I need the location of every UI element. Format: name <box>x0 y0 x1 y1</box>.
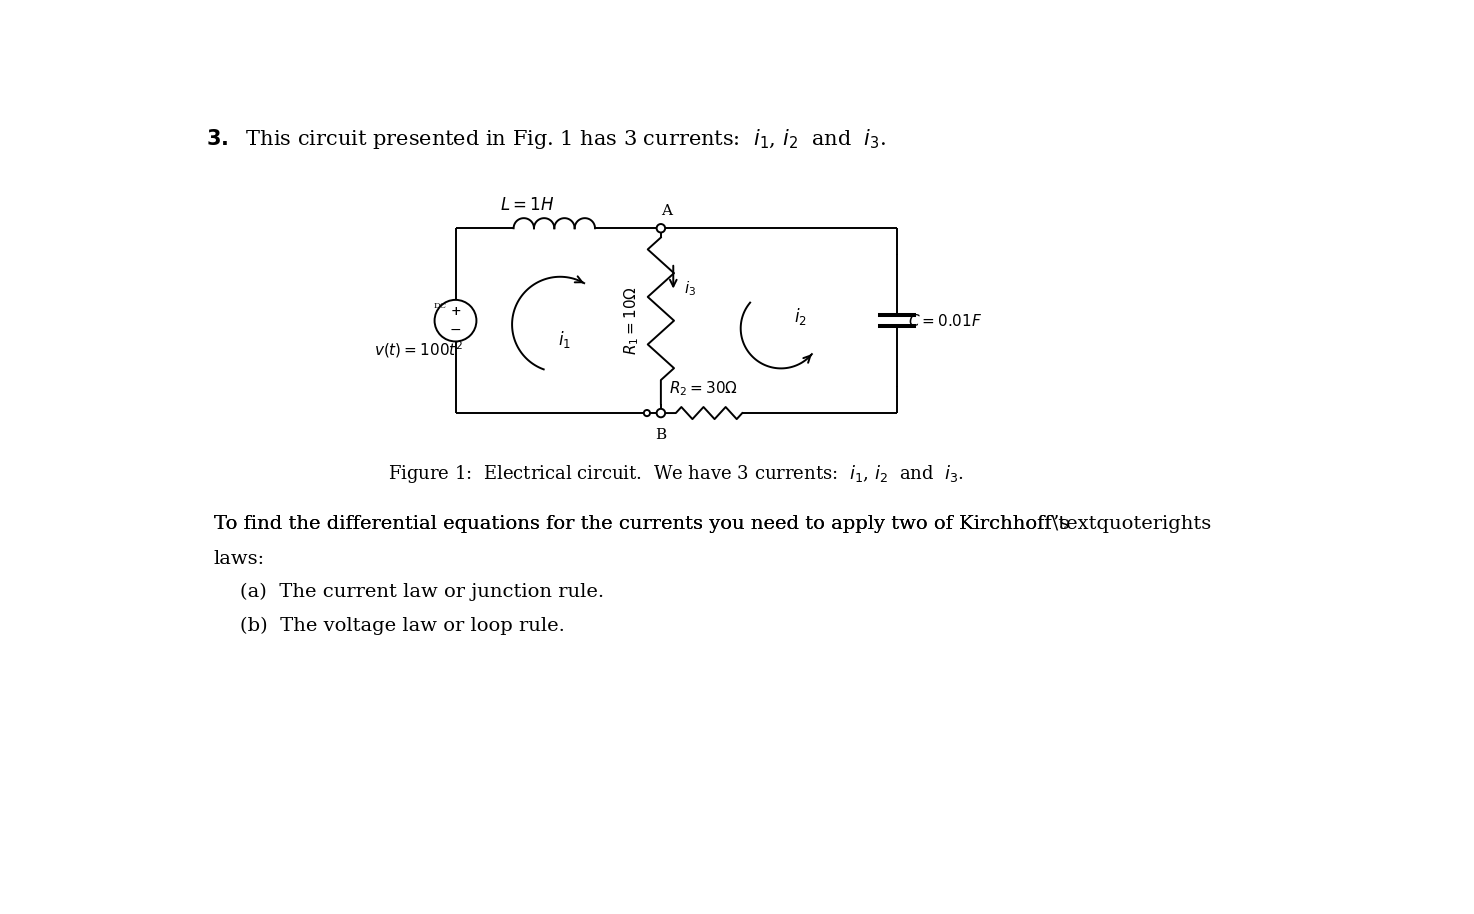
Text: $R_1=10\Omega$: $R_1=10\Omega$ <box>622 286 641 356</box>
Circle shape <box>656 409 665 418</box>
Text: $v(t) = 100t^2$: $v(t) = 100t^2$ <box>374 340 464 360</box>
Circle shape <box>656 224 665 232</box>
Text: −: − <box>450 323 461 336</box>
Text: Figure 1:  Electrical circuit.  We have 3 currents:  $i_1$, $i_2$  and  $i_3$.: Figure 1: Electrical circuit. We have 3 … <box>388 463 964 485</box>
Text: (a)  The current law or junction rule.: (a) The current law or junction rule. <box>240 582 604 600</box>
Text: $i_1$: $i_1$ <box>557 329 570 350</box>
Text: To find the differential equations for the currents you need to apply two of Kir: To find the differential equations for t… <box>214 515 1212 533</box>
Text: $R_2=30\Omega$: $R_2=30\Omega$ <box>669 379 738 398</box>
Text: To find the differential equations for the currents you need to apply two of Kir: To find the differential equations for t… <box>214 515 1069 533</box>
Circle shape <box>644 410 650 416</box>
Text: $L=1H$: $L=1H$ <box>500 197 554 215</box>
Text: $i_3$: $i_3$ <box>684 280 696 298</box>
Text: $\mathbf{3.}$  This circuit presented in Fig. 1 has 3 currents:  $i_1$, $i_2$  a: $\mathbf{3.}$ This circuit presented in … <box>206 127 886 151</box>
Text: +: + <box>450 305 461 318</box>
Text: laws:: laws: <box>214 550 265 569</box>
Text: DC: DC <box>433 302 447 310</box>
Text: $C=0.01F$: $C=0.01F$ <box>908 313 982 329</box>
Text: B: B <box>656 429 666 442</box>
Text: $i_2$: $i_2$ <box>794 306 806 327</box>
Text: A: A <box>662 204 672 218</box>
Text: (b)  The voltage law or loop rule.: (b) The voltage law or loop rule. <box>240 617 565 635</box>
